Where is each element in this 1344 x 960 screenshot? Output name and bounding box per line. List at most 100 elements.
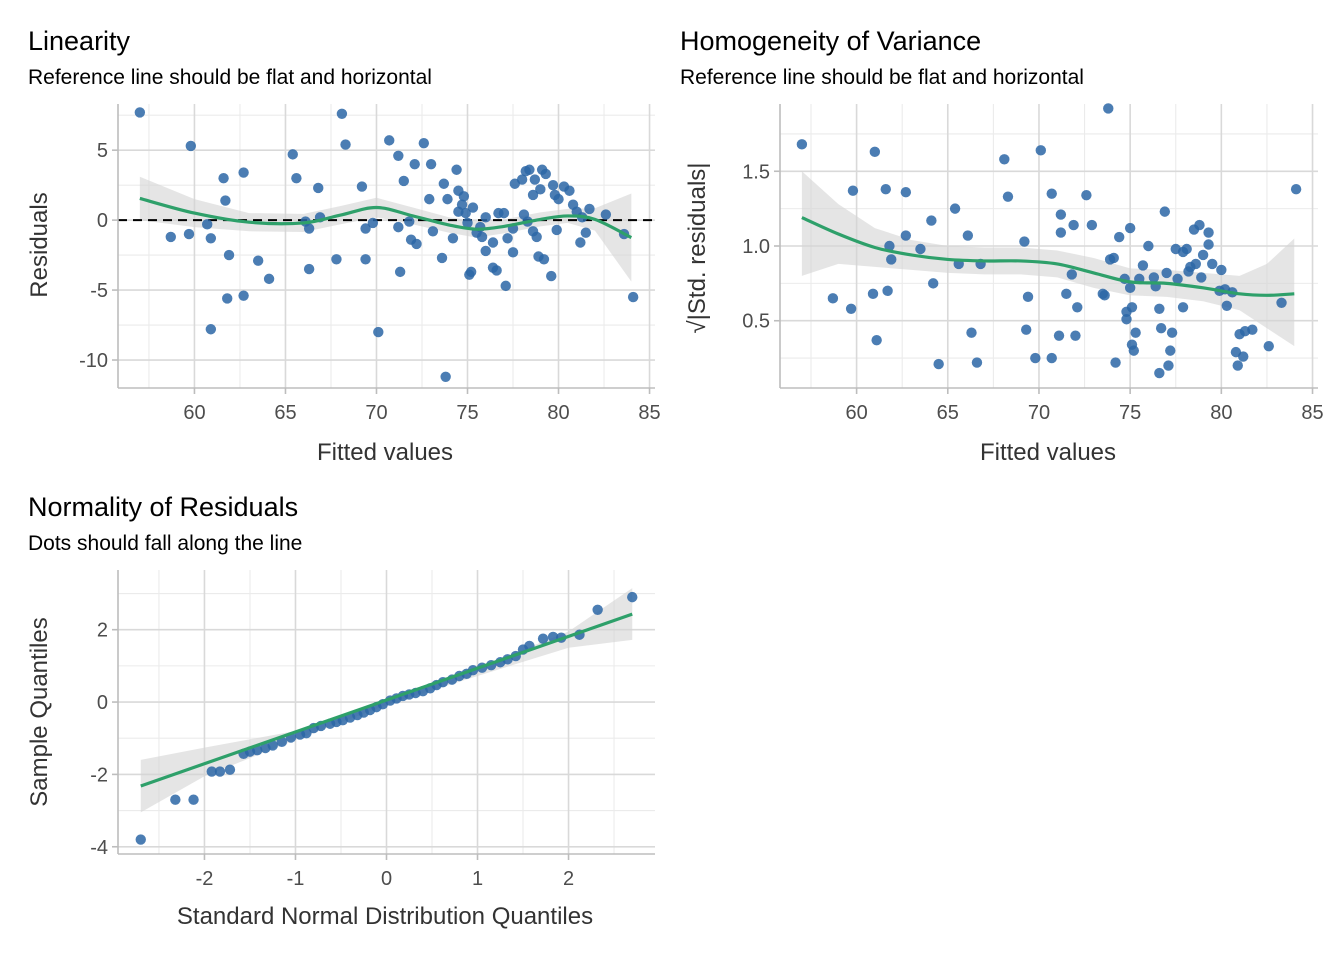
data-point <box>1128 345 1140 356</box>
y-tick-label: 1.5 <box>742 161 770 183</box>
x-tick-label: 0 <box>381 868 392 890</box>
data-point <box>1238 351 1249 362</box>
normality-plot-area: -2 -1 0 1 2 -4 -2 0 2 <box>90 570 655 890</box>
data-point <box>927 278 939 289</box>
data-point <box>1110 357 1121 368</box>
confidence-band <box>801 171 1295 347</box>
data-point <box>535 184 546 195</box>
data-point <box>1181 243 1192 255</box>
data-point <box>491 265 502 276</box>
data-point <box>1103 103 1114 114</box>
linearity-plot-area: 60 65 70 75 80 85 -10 -5 0 5 <box>79 104 661 424</box>
x-tick-label: 65 <box>937 402 959 424</box>
y-tick-label: 0 <box>97 692 108 714</box>
data-point <box>1247 324 1258 335</box>
data-point <box>1137 260 1149 271</box>
data-point <box>206 766 217 777</box>
qq-reference-line <box>140 612 633 788</box>
data-point <box>1055 227 1067 238</box>
y-tick-label: -4 <box>90 837 108 859</box>
data-point <box>1121 314 1132 325</box>
data-point <box>1086 219 1098 231</box>
data-point <box>1154 303 1165 314</box>
data-point <box>331 254 342 265</box>
data-point <box>263 273 275 285</box>
data-point <box>949 203 961 214</box>
data-point <box>546 270 557 282</box>
data-point <box>500 280 511 292</box>
confidence-band <box>139 176 632 282</box>
data-point <box>436 252 448 264</box>
data-point <box>827 293 839 304</box>
data-point <box>340 139 351 150</box>
data-point <box>1124 282 1136 294</box>
data-point <box>529 174 541 185</box>
data-point <box>201 219 213 230</box>
linearity-x-axis-label: Fitted values <box>317 439 453 466</box>
data-point <box>1154 367 1165 379</box>
smooth-line <box>801 216 1295 297</box>
data-point <box>584 203 595 215</box>
data-point <box>507 247 519 258</box>
data-point <box>1021 324 1032 335</box>
data-point <box>580 227 592 238</box>
data-point <box>1061 288 1072 300</box>
data-point <box>971 357 983 368</box>
y-tick-label: -10 <box>79 350 108 372</box>
homogeneity-panel: Homogeneity of Variance Reference line s… <box>680 26 1324 466</box>
homogeneity-y-axis-label: √|Std. residuals| <box>684 162 711 333</box>
data-point <box>1072 302 1083 313</box>
x-tick-label: 80 <box>1210 402 1232 424</box>
data-point <box>553 193 564 205</box>
data-point <box>1124 222 1136 234</box>
data-point <box>1196 272 1207 283</box>
homogeneity-subtitle: Reference line should be flat and horizo… <box>680 66 1084 89</box>
data-point <box>458 191 470 202</box>
x-tick-label: -2 <box>196 868 214 890</box>
data-point <box>1046 188 1057 199</box>
data-point <box>999 154 1010 165</box>
data-point <box>1159 206 1171 217</box>
data-point <box>291 172 302 184</box>
data-point <box>1053 330 1065 341</box>
data-point <box>564 185 575 196</box>
data-point <box>1143 240 1154 252</box>
data-point <box>962 230 974 241</box>
data-point <box>462 217 473 229</box>
data-point <box>524 164 535 175</box>
data-point <box>1070 330 1081 341</box>
data-point <box>218 172 229 184</box>
data-point <box>869 146 881 158</box>
data-point <box>847 185 859 196</box>
data-point <box>404 216 415 227</box>
data-point <box>367 217 379 229</box>
data-point <box>1108 252 1119 264</box>
data-point <box>409 158 420 170</box>
x-tick-label: 70 <box>1028 402 1050 424</box>
data-point <box>627 291 639 303</box>
data-point <box>267 740 278 751</box>
data-point <box>1197 249 1209 261</box>
y-tick-label: 0 <box>97 210 108 232</box>
data-point <box>796 139 808 150</box>
y-tick-label: 1.0 <box>742 236 770 258</box>
data-point <box>527 189 539 201</box>
data-point <box>1232 360 1243 371</box>
data-point <box>1177 302 1189 313</box>
data-point <box>447 233 459 244</box>
data-point <box>427 226 439 237</box>
linearity-y-axis-label: Residuals <box>26 192 53 297</box>
data-point <box>220 195 231 206</box>
data-point <box>442 193 453 205</box>
data-point <box>480 212 491 223</box>
data-point <box>336 108 348 119</box>
data-point <box>1155 323 1167 334</box>
data-point <box>424 193 435 205</box>
data-point <box>223 249 235 261</box>
x-tick-label: 85 <box>638 402 660 424</box>
x-tick-label: 80 <box>547 402 569 424</box>
x-tick-label: 85 <box>1301 402 1323 424</box>
x-tick-label: 60 <box>183 402 205 424</box>
data-point <box>313 182 324 194</box>
